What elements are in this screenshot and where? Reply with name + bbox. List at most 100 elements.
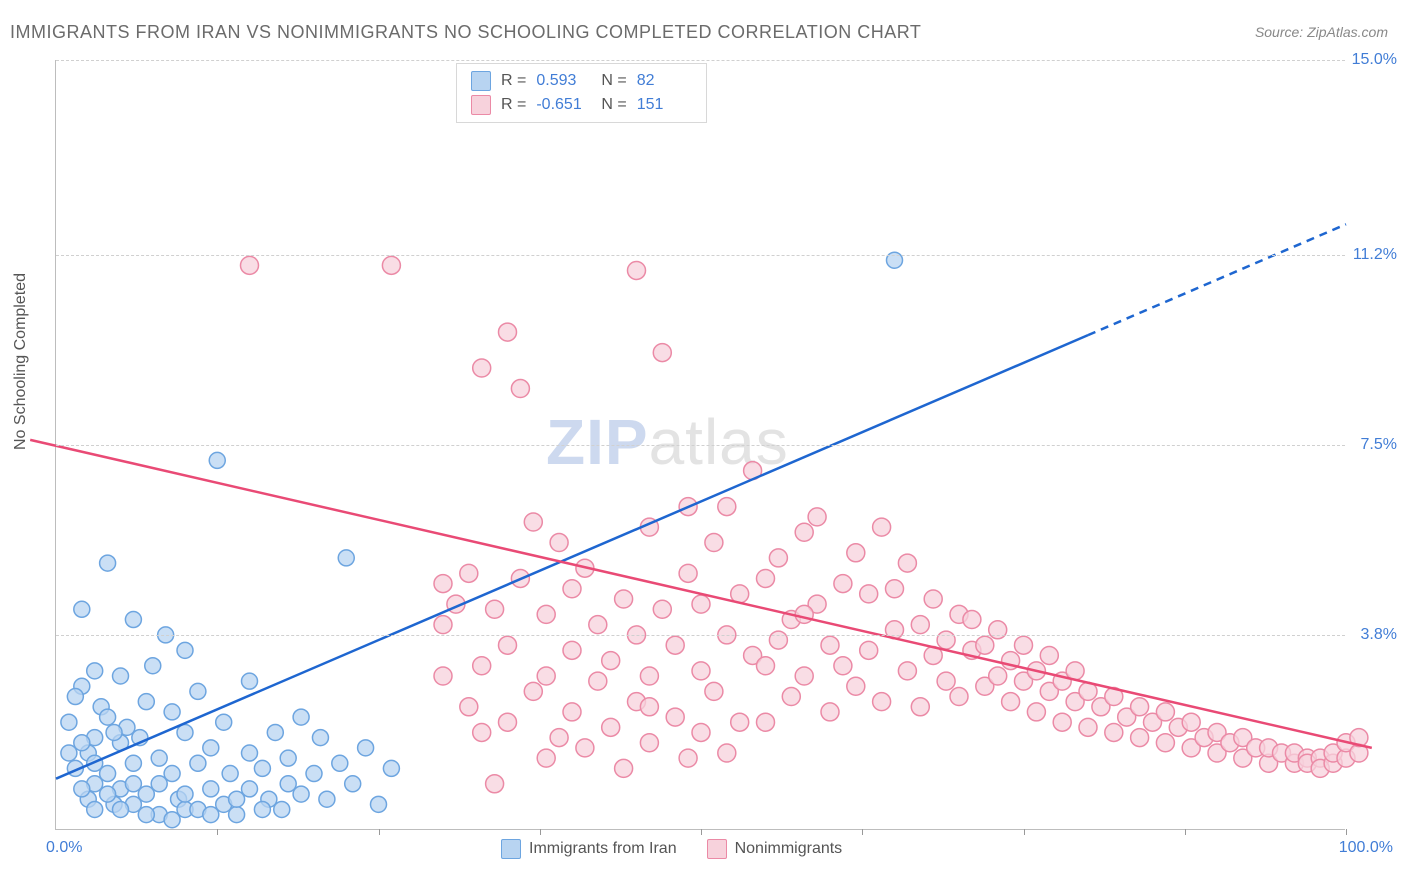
scatter-point (473, 657, 491, 675)
scatter-point (963, 611, 981, 629)
scatter-point (280, 750, 296, 766)
legend-item-series2: Nonimmigrants (707, 839, 843, 859)
scatter-point (371, 796, 387, 812)
x-tick-mark (540, 829, 541, 835)
scatter-point (524, 513, 542, 531)
scatter-point (911, 698, 929, 716)
scatter-point (834, 575, 852, 593)
scatter-point (640, 698, 658, 716)
scatter-point (666, 708, 684, 726)
scatter-point (589, 672, 607, 690)
scatter-point (989, 667, 1007, 685)
scatter-point (860, 585, 878, 603)
gridline (56, 635, 1345, 636)
scatter-point (692, 723, 710, 741)
gridline (56, 255, 1345, 256)
scatter-point (164, 812, 180, 828)
x-tick-mark (217, 829, 218, 835)
x-tick-start: 0.0% (46, 839, 82, 857)
scatter-point (358, 740, 374, 756)
scatter-point (460, 564, 478, 582)
scatter-point (511, 380, 529, 398)
scatter-point (782, 688, 800, 706)
scatter-point (898, 662, 916, 680)
trend-line-dashed (1088, 224, 1346, 335)
scatter-point (911, 616, 929, 634)
scatter-point (873, 518, 891, 536)
scatter-point (332, 755, 348, 771)
scatter-point (821, 703, 839, 721)
scatter-point (293, 786, 309, 802)
scatter-point (924, 590, 942, 608)
scatter-point (177, 786, 193, 802)
scatter-point (216, 714, 232, 730)
scatter-point (589, 616, 607, 634)
legend-swatch-2 (707, 839, 727, 859)
gridline (56, 60, 1345, 61)
scatter-point (125, 776, 141, 792)
scatter-point (100, 786, 116, 802)
scatter-point (602, 718, 620, 736)
scatter-point (834, 657, 852, 675)
scatter-point (1040, 646, 1058, 664)
scatter-point (757, 657, 775, 675)
scatter-point (499, 636, 517, 654)
legend-bottom: Immigrants from Iran Nonimmigrants (501, 839, 842, 859)
scatter-point (87, 663, 103, 679)
y-axis-label: No Schooling Completed (12, 273, 30, 450)
scatter-point (898, 554, 916, 572)
scatter-point (692, 662, 710, 680)
scatter-point (937, 631, 955, 649)
scatter-point (254, 801, 270, 817)
scatter-point (615, 590, 633, 608)
scatter-point (886, 580, 904, 598)
scatter-point (306, 766, 322, 782)
scatter-point (203, 740, 219, 756)
scatter-point (847, 544, 865, 562)
scatter-point (537, 749, 555, 767)
scatter-point (615, 759, 633, 777)
scatter-point (640, 667, 658, 685)
scatter-point (537, 605, 555, 623)
scatter-point (1002, 693, 1020, 711)
scatter-point (382, 256, 400, 274)
scatter-point (434, 616, 452, 634)
scatter-point (679, 749, 697, 767)
scatter-point (950, 688, 968, 706)
scatter-point (873, 693, 891, 711)
scatter-point (1015, 636, 1033, 654)
scatter-point (434, 667, 452, 685)
source-value: ZipAtlas.com (1307, 24, 1388, 40)
x-tick-mark (1346, 829, 1347, 835)
source-label: Source: (1255, 24, 1303, 40)
scatter-point (602, 652, 620, 670)
scatter-point (757, 569, 775, 587)
scatter-point (1027, 703, 1045, 721)
scatter-point (242, 673, 258, 689)
x-tick-mark (862, 829, 863, 835)
scatter-point (1182, 713, 1200, 731)
y-tick-label: 15.0% (1352, 51, 1397, 69)
scatter-point (937, 672, 955, 690)
scatter-point (460, 698, 478, 716)
scatter-point (312, 730, 328, 746)
scatter-point (1079, 718, 1097, 736)
scatter-point (190, 683, 206, 699)
scatter-point (563, 641, 581, 659)
scatter-point (847, 677, 865, 695)
scatter-point (718, 744, 736, 762)
chart-title: IMMIGRANTS FROM IRAN VS NONIMMIGRANTS NO… (10, 22, 921, 43)
legend-item-series1: Immigrants from Iran (501, 839, 677, 859)
x-tick-mark (379, 829, 380, 835)
scatter-point (61, 714, 77, 730)
scatter-point (242, 745, 258, 761)
scatter-point (222, 766, 238, 782)
y-tick-label: 11.2% (1353, 246, 1397, 264)
scatter-point (769, 631, 787, 649)
scatter-point (486, 775, 504, 793)
scatter-point (757, 713, 775, 731)
scatter-point (705, 682, 723, 700)
x-tick-mark (1024, 829, 1025, 835)
scatter-point (203, 781, 219, 797)
scatter-point (338, 550, 354, 566)
